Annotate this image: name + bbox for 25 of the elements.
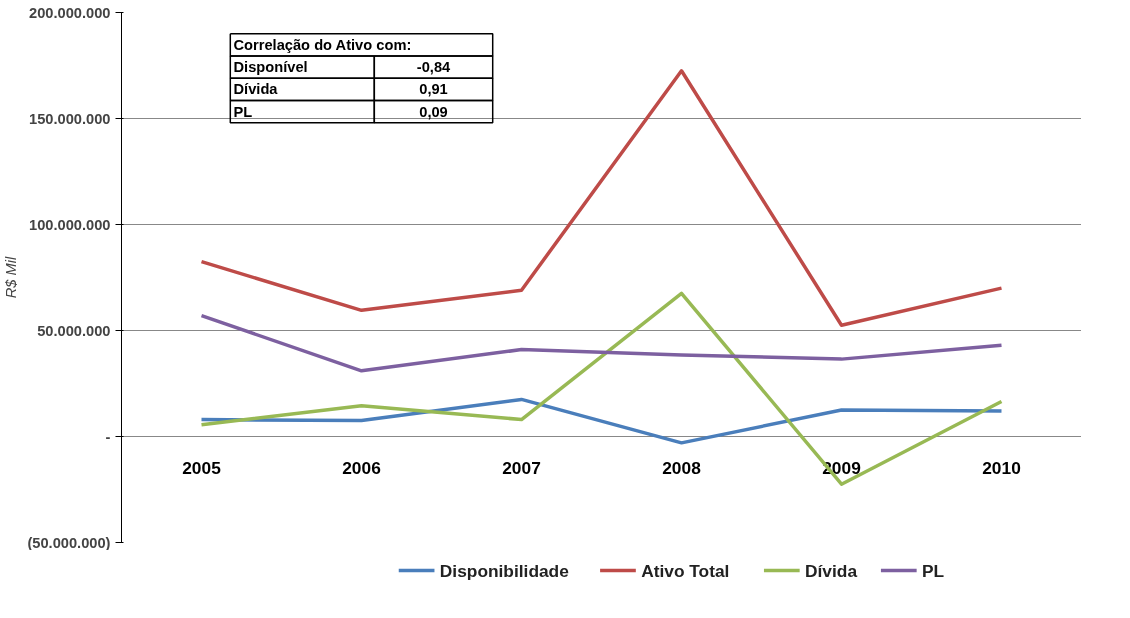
x-tick-label: 2008: [662, 457, 702, 478]
y-axis-title: R$ Mil: [3, 255, 20, 299]
y-tick-label: 100.000.000: [29, 216, 111, 233]
annotation: Disponível: [233, 59, 308, 76]
x-tick-label: 2005: [182, 457, 222, 478]
y-tick-label: -: [105, 428, 111, 445]
y-tick-label: 150.000.000: [29, 110, 111, 127]
annotation: Dívida: [233, 81, 279, 98]
x-tick-label: 2010: [982, 457, 1021, 478]
line-series: [199, 397, 1004, 445]
y-tick-label: (50.000.000): [27, 534, 111, 551]
line-series: [199, 313, 1004, 373]
x-tick-label: 2006: [342, 457, 382, 478]
legend-label: Dívida: [805, 560, 858, 581]
annotation: 0,09: [419, 103, 448, 120]
legend-label: PL: [922, 560, 945, 581]
annotation: 0,91: [419, 81, 448, 98]
y-tick-label: 50.000.000: [37, 322, 111, 339]
legend-label: Ativo Total: [641, 560, 730, 581]
x-tick-label: 2007: [502, 457, 541, 478]
annotation: -0,84: [416, 59, 452, 76]
legend-label: Disponibilidade: [439, 560, 570, 581]
annotation: PL: [233, 103, 253, 120]
annotation: Correlação do Ativo com:: [233, 36, 412, 53]
y-tick-label: 200.000.000: [29, 4, 111, 21]
